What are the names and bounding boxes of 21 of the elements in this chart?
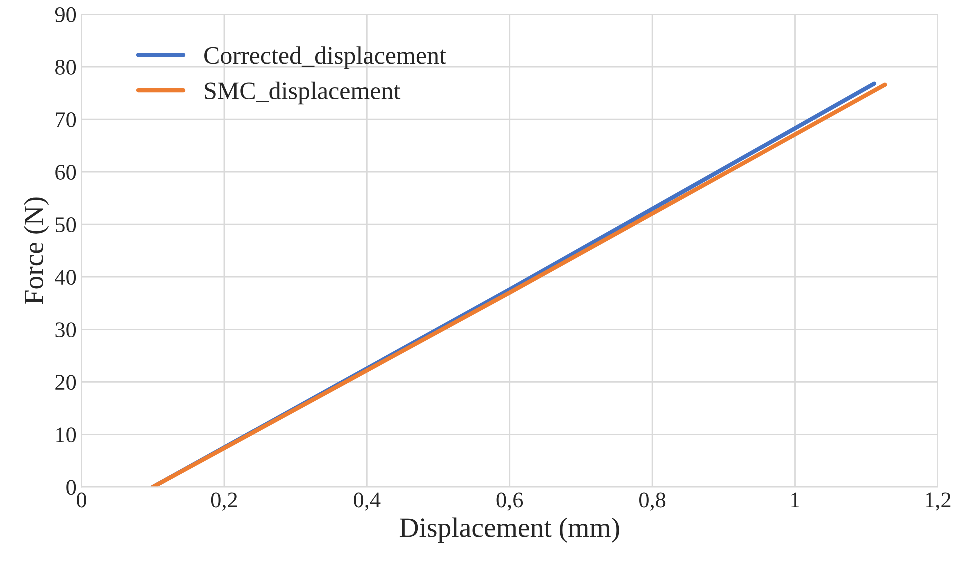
y-tick-label: 90 <box>55 7 76 22</box>
y-tick-label: 60 <box>56 165 76 180</box>
y-tick-label: 30 <box>56 322 76 338</box>
x-tick-label: 1 <box>792 492 800 508</box>
x-tick-label: 0,6 <box>496 492 524 511</box>
y-tick-label: 40 <box>55 270 76 286</box>
x-tick-label: 0,4 <box>354 492 381 511</box>
y-tick-label: 80 <box>56 60 76 75</box>
y-axis-title: Force (N) <box>24 198 50 304</box>
y-tick-label: 0 <box>66 480 76 496</box>
x-tick-label: 1,2 <box>926 492 951 511</box>
y-tick-label: 20 <box>56 375 76 390</box>
x-tick-label: 0 <box>77 492 86 508</box>
y-tick-label: 10 <box>56 428 76 443</box>
y-tick-label: 70 <box>56 112 76 128</box>
x-tick-label: 0,2 <box>211 492 238 511</box>
x-axis-title: Displacement (mm) <box>400 518 620 543</box>
legend-label: Corrected_displacement <box>204 46 446 70</box>
legend-label: SMC_displacement <box>205 82 401 105</box>
y-tick-label: 50 <box>56 218 76 233</box>
x-tick-label: 0,8 <box>640 492 666 511</box>
